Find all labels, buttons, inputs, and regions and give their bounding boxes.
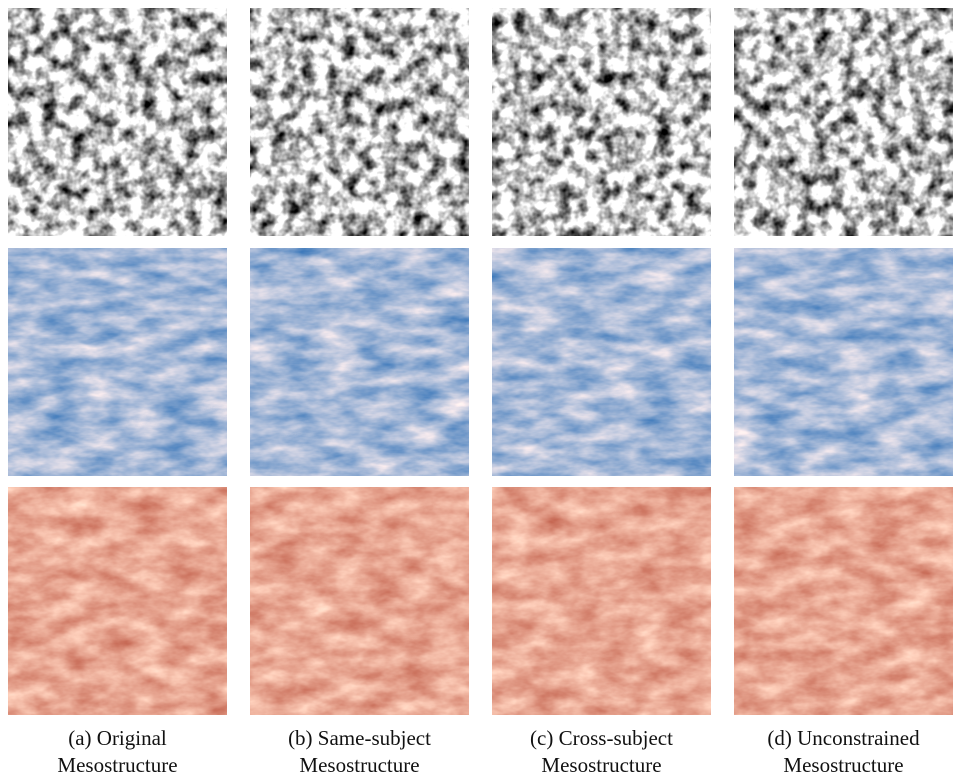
caption-label: (a) Original (68, 726, 167, 750)
texture-image (250, 8, 469, 236)
texture-image (250, 248, 469, 476)
caption-sublabel: Mesostructure (783, 753, 903, 777)
caption-sublabel: Mesostructure (299, 753, 419, 777)
texture-image (492, 487, 711, 715)
texture-image (734, 248, 953, 476)
caption-label: (b) Same-subject (288, 726, 431, 750)
texture-image (492, 8, 711, 236)
texture-image (734, 487, 953, 715)
image-grid (8, 8, 953, 715)
texture-image (8, 487, 227, 715)
texture-image (8, 8, 227, 236)
caption-label: (d) Unconstrained (767, 726, 920, 750)
caption-label: (c) Cross-subject (530, 726, 673, 750)
texture-image (8, 248, 227, 476)
figure: (a) Original Mesostructure (b) Same-subjec… (0, 0, 953, 778)
texture-image (250, 487, 469, 715)
texture-image (734, 8, 953, 236)
caption-sublabel: Mesostructure (57, 753, 177, 777)
captions: (a) Original Mesostructure (b) Same-subjec… (57, 726, 920, 777)
caption-sublabel: Mesostructure (541, 753, 661, 777)
texture-image (492, 248, 711, 476)
